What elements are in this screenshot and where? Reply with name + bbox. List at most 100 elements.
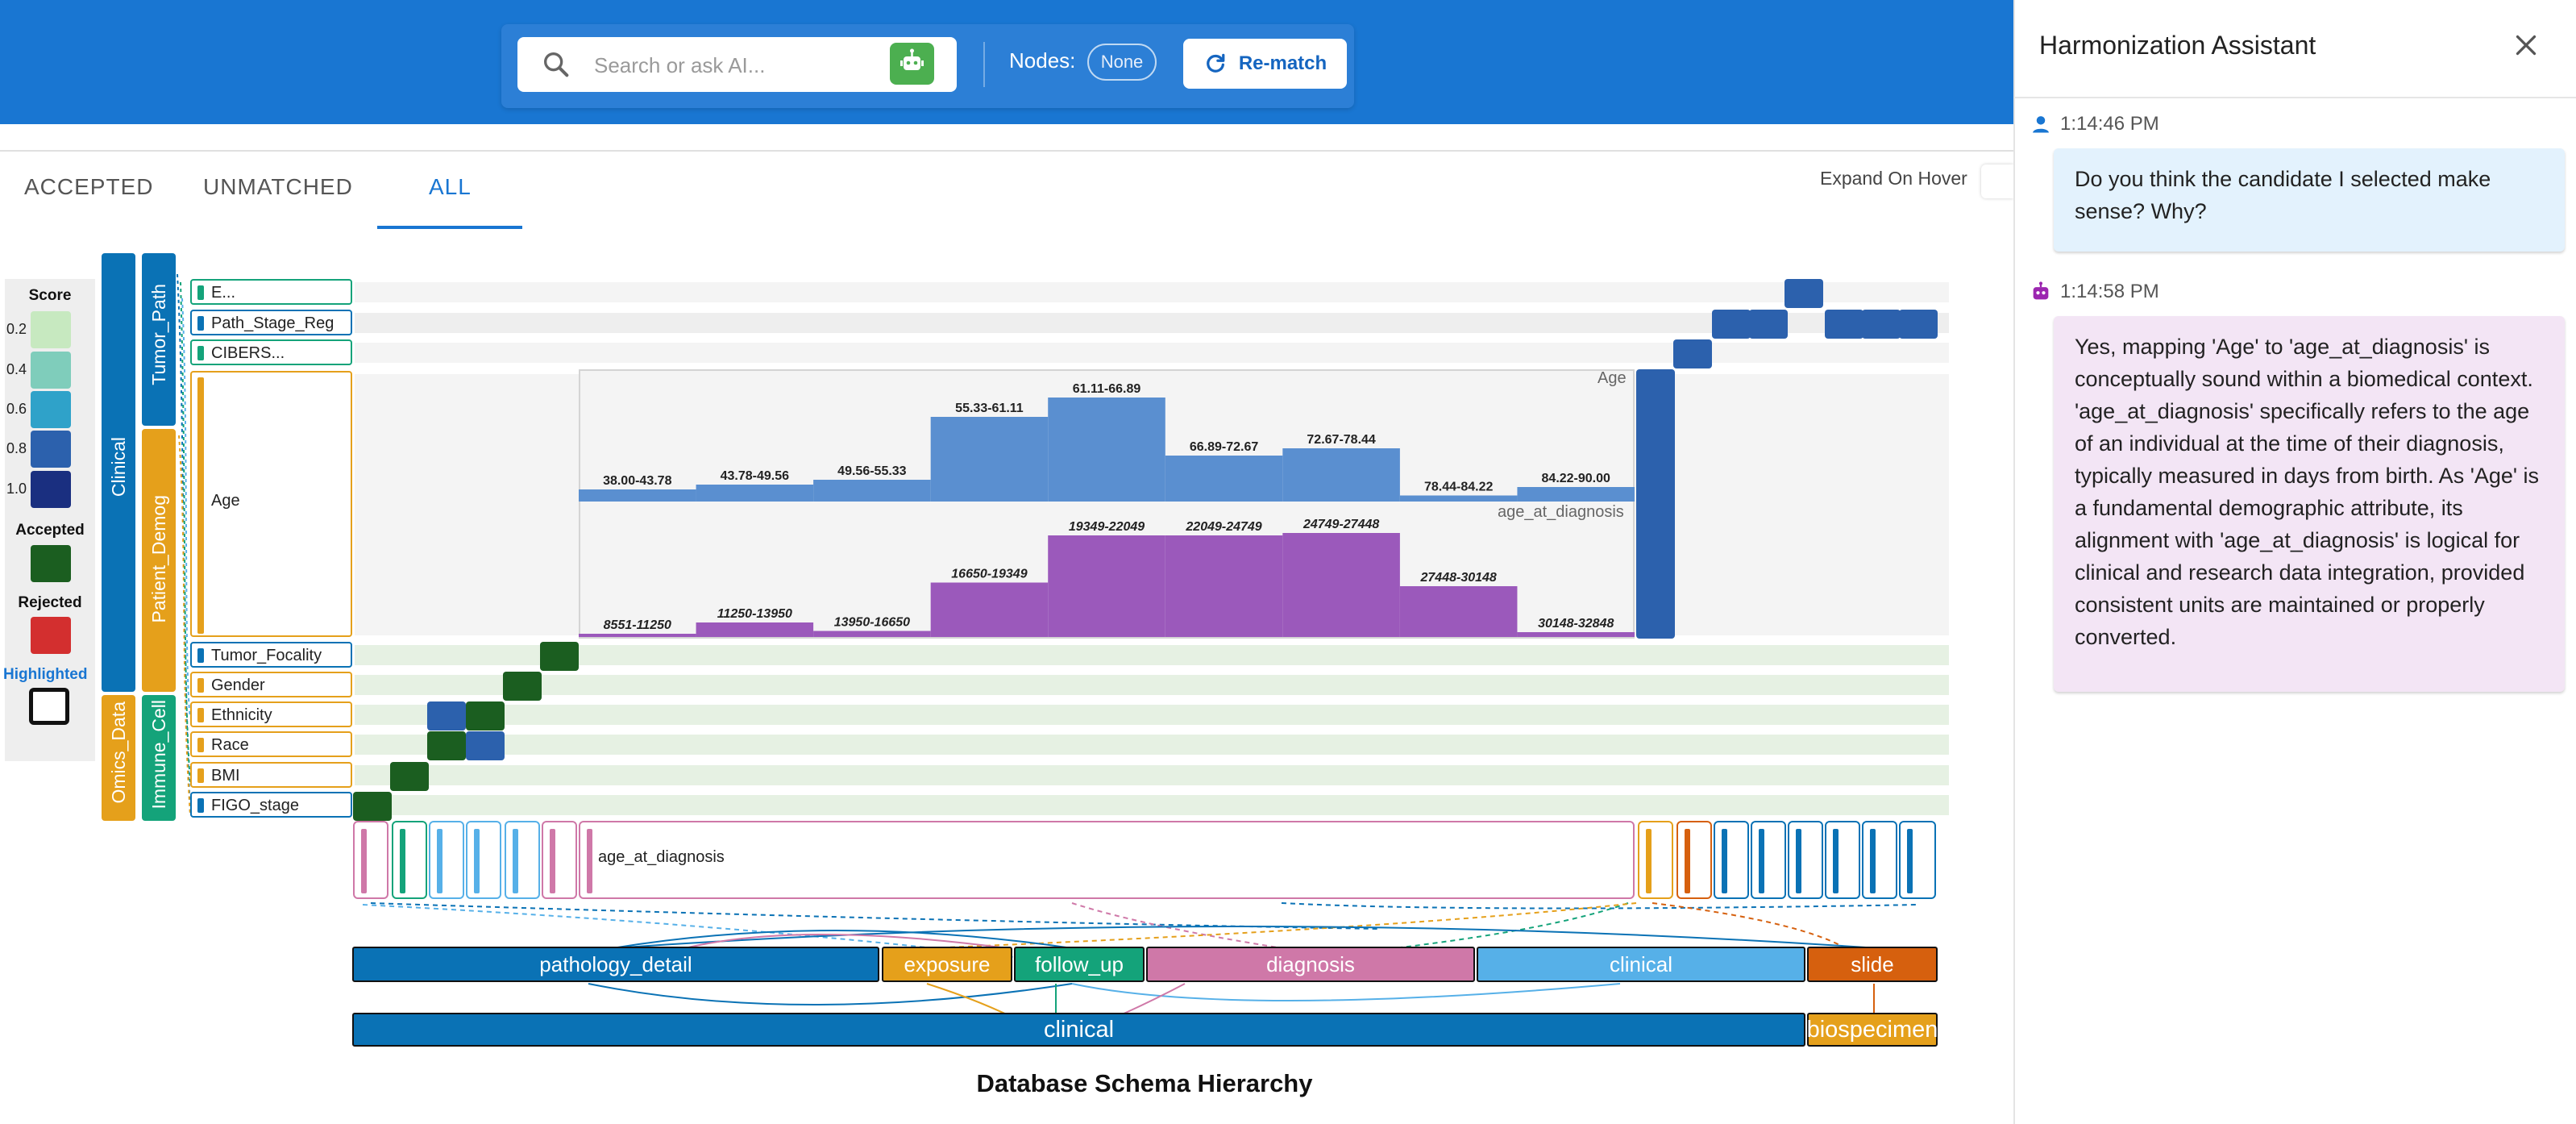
source-group-immune-cell[interactable]: Immune_Cell — [142, 695, 176, 821]
legend-score-swatch — [31, 431, 71, 468]
rematch-label: Re-match — [1238, 52, 1327, 74]
histogram-bar — [579, 634, 696, 637]
source-column-row[interactable]: CIBERS... — [190, 339, 352, 365]
legend-score-level: 0.6 — [6, 401, 27, 417]
search-input[interactable] — [592, 39, 878, 92]
histogram-target-name: age_at_diagnosis — [1498, 503, 1624, 521]
match-cell[interactable] — [353, 792, 392, 821]
target-column[interactable] — [1788, 821, 1823, 899]
source-column-row[interactable]: Race — [190, 731, 352, 757]
histogram-bin-label: 72.67-78.44 — [1307, 433, 1376, 447]
nodes-chip[interactable]: None — [1087, 44, 1157, 81]
match-cell[interactable] — [1825, 310, 1863, 339]
schema-category-clinical[interactable]: clinical — [1477, 947, 1805, 982]
target-column[interactable] — [505, 821, 540, 899]
match-cell[interactable] — [540, 642, 579, 671]
legend-score-swatch — [31, 471, 71, 508]
expand-on-hover-toggle[interactable] — [1981, 164, 2013, 198]
legend-score-level: 1.0 — [6, 481, 27, 497]
schema-category-follow-up[interactable]: follow_up — [1014, 947, 1145, 982]
histogram-bar — [1165, 535, 1283, 637]
source-column-label: E... — [211, 284, 236, 302]
schema-category-diagnosis[interactable]: diagnosis — [1146, 947, 1475, 982]
match-cell[interactable] — [427, 731, 466, 760]
assistant-title: Harmonization Assistant — [2039, 31, 2316, 60]
match-cell[interactable] — [1749, 310, 1788, 339]
target-column[interactable] — [1714, 821, 1749, 899]
ai-assistant-button[interactable] — [890, 43, 934, 85]
target-column[interactable] — [1751, 821, 1786, 899]
source-column-row[interactable]: Ethnicity — [190, 701, 352, 727]
robot-icon — [2033, 281, 2049, 300]
histogram-bin-label: 55.33-61.11 — [955, 402, 1024, 415]
target-color-marker — [1722, 829, 1727, 893]
source-group-label: Patient_Demog — [148, 495, 169, 623]
match-cell[interactable] — [466, 731, 505, 760]
target-column[interactable] — [353, 821, 388, 899]
row-color-marker — [197, 648, 204, 663]
histogram-bar — [1517, 487, 1635, 502]
tab-indicator — [377, 226, 522, 229]
schema-category-slide[interactable]: slide — [1807, 947, 1938, 982]
source-column-row[interactable]: BMI — [190, 762, 352, 788]
source-column-label: Tumor_Focality — [211, 647, 322, 664]
histogram-bin-label: 27448-30148 — [1420, 571, 1497, 585]
target-column[interactable] — [579, 821, 1635, 899]
histogram-bin-label: 49.56-55.33 — [837, 464, 907, 478]
target-column[interactable] — [1676, 821, 1712, 899]
match-cell[interactable] — [466, 701, 505, 731]
match-cell-selected[interactable] — [1636, 369, 1675, 639]
refresh-icon — [1206, 53, 1225, 73]
schema-root-biospecimen[interactable]: biospecimen — [1807, 1013, 1938, 1047]
match-cell[interactable] — [1785, 279, 1823, 308]
target-color-marker — [1870, 829, 1876, 893]
close-icon[interactable] — [2512, 31, 2541, 60]
schema-category-pathology-detail[interactable]: pathology_detail — [352, 947, 879, 982]
source-group-patient-demog[interactable]: Patient_Demog — [142, 429, 176, 692]
row-color-marker — [197, 678, 204, 693]
target-column[interactable] — [466, 821, 501, 899]
row-color-marker — [197, 798, 204, 813]
target-column[interactable] — [1638, 821, 1673, 899]
schema-root-clinical[interactable]: clinical — [352, 1013, 1805, 1047]
source-group-label: Tumor_Path — [148, 284, 169, 385]
legend-rejected-title: Rejected — [18, 594, 82, 611]
schema-category-exposure[interactable]: exposure — [882, 947, 1012, 982]
source-column-row[interactable]: E... — [190, 279, 352, 305]
schema-title: Database Schema Hierarchy — [976, 1069, 1313, 1097]
target-column[interactable] — [429, 821, 464, 899]
match-cell[interactable] — [1899, 310, 1938, 339]
target-column[interactable] — [542, 821, 577, 899]
rematch-button[interactable]: Re-match — [1183, 39, 1347, 89]
tab-unmatched[interactable]: UNMATCHED — [203, 174, 353, 199]
source-column-row[interactable]: Gender — [190, 672, 352, 697]
target-column[interactable] — [1899, 821, 1936, 899]
match-cell[interactable] — [503, 672, 542, 701]
source-column-row[interactable]: Age — [190, 371, 352, 637]
row-stripe — [355, 645, 1949, 665]
source-group-tumor-path[interactable]: Tumor_Path — [142, 253, 176, 426]
legend-highlighted-swatch — [29, 688, 69, 725]
source-column-label: Age — [211, 492, 240, 510]
panel-divider — [2015, 97, 2576, 98]
source-group-omics-data[interactable]: Omics_Data — [102, 695, 135, 821]
source-group-clinical[interactable]: Clinical — [102, 253, 135, 692]
row-color-marker — [197, 346, 204, 360]
target-color-marker — [1646, 829, 1652, 893]
target-column[interactable] — [1825, 821, 1860, 899]
legend-score-level: 0.8 — [6, 440, 27, 456]
match-cell[interactable] — [1673, 339, 1712, 368]
match-cell[interactable] — [1862, 310, 1901, 339]
match-cell[interactable] — [1712, 310, 1751, 339]
histogram-bar — [930, 417, 1049, 502]
match-cell[interactable] — [390, 762, 429, 791]
match-cell[interactable] — [427, 701, 466, 731]
tab-all[interactable]: ALL — [429, 174, 472, 199]
source-column-row[interactable]: Tumor_Focality — [190, 642, 352, 668]
target-column[interactable] — [392, 821, 427, 899]
target-column[interactable] — [1862, 821, 1897, 899]
source-column-row[interactable]: Path_Stage_Reg — [190, 310, 352, 335]
tab-accepted[interactable]: ACCEPTED — [24, 174, 154, 199]
legend-score-level: 0.2 — [6, 321, 27, 337]
source-column-row[interactable]: FIGO_stage — [190, 792, 352, 818]
